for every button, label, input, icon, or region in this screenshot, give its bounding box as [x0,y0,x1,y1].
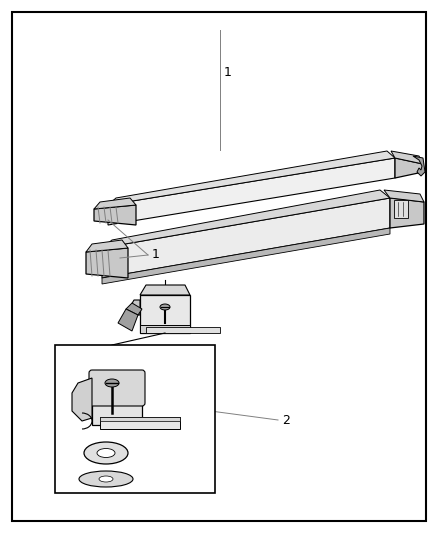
Polygon shape [94,205,136,225]
Polygon shape [140,285,190,295]
Ellipse shape [79,471,133,487]
Text: 1: 1 [152,248,160,262]
Polygon shape [390,198,424,228]
Polygon shape [100,417,180,429]
Ellipse shape [160,304,170,310]
Polygon shape [126,303,142,315]
Ellipse shape [99,476,113,482]
Bar [55,345,215,493]
Ellipse shape [84,442,128,464]
Polygon shape [92,373,142,425]
Polygon shape [102,198,390,278]
Bar [394,200,408,218]
Ellipse shape [97,448,115,457]
Polygon shape [130,300,140,315]
Polygon shape [140,325,190,333]
Polygon shape [108,151,395,205]
Polygon shape [108,158,395,225]
Polygon shape [94,198,136,209]
FancyBboxPatch shape [89,370,145,406]
Polygon shape [391,151,423,164]
Polygon shape [140,295,190,333]
Polygon shape [102,228,390,284]
Polygon shape [100,417,180,421]
Polygon shape [86,248,128,278]
Polygon shape [86,240,128,252]
Polygon shape [72,378,92,421]
Text: 1: 1 [224,66,232,78]
Polygon shape [384,190,424,202]
Polygon shape [395,158,423,178]
Polygon shape [146,327,220,333]
Polygon shape [118,309,138,331]
Ellipse shape [105,379,119,387]
Polygon shape [102,190,390,248]
Polygon shape [413,156,425,176]
Text: 2: 2 [282,414,290,426]
